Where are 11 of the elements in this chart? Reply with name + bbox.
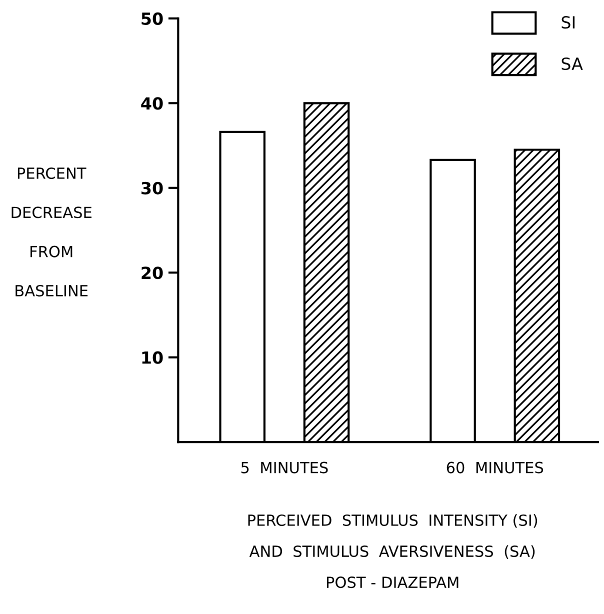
legend-label: SI (562, 16, 575, 29)
x-axis-title: PERCEIVED STIMULUS INTENSITY (SI) AND STIMULUS AVERSIVENESS (SA) POST - DIAZEPAM (248, 514, 538, 588)
y-tick-label: 50 (142, 12, 163, 25)
y-tick-label: 20 (142, 266, 163, 280)
legend-label: SA (562, 57, 583, 70)
text: PERCENT DECREASE FROM BASELINE (12, 167, 92, 296)
y-tick-label: 10 (142, 351, 163, 364)
x-tick-label: 60 MINUTES (446, 462, 544, 474)
x-tick-label: 5 MINUTES (241, 462, 328, 474)
y-tick-label: 30 (142, 182, 163, 194)
y-tick-label: 40 (141, 97, 163, 110)
